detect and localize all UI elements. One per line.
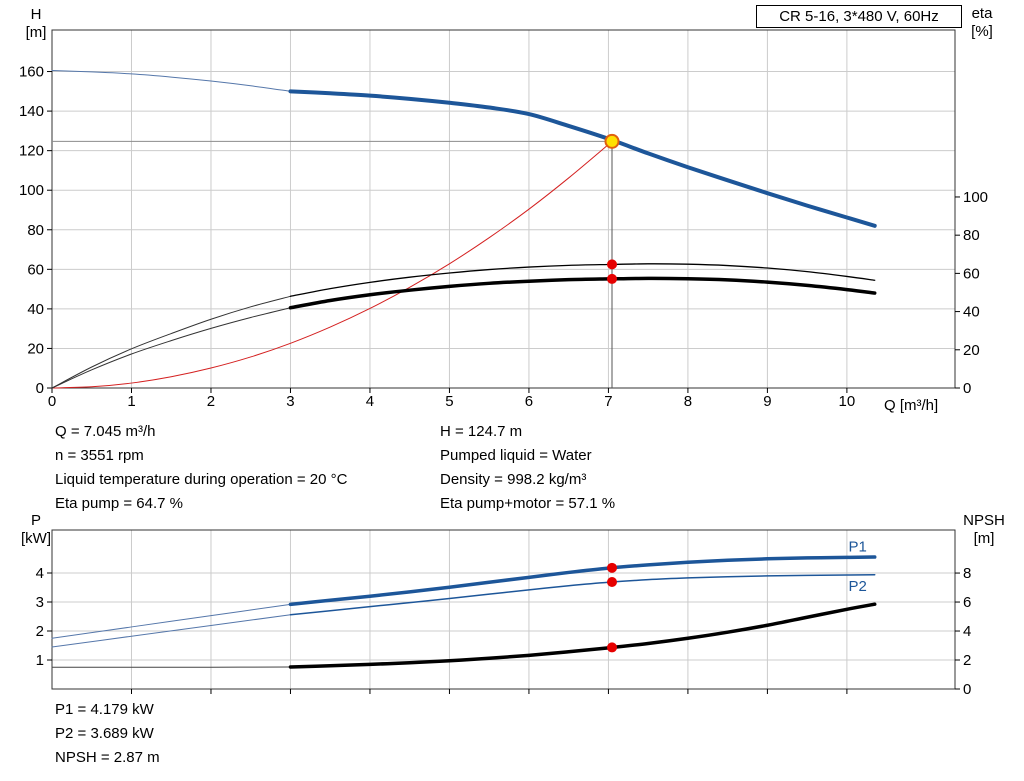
- x-tick-label: 2: [207, 393, 215, 410]
- info-line-liquid: Pumped liquid = Water: [440, 447, 592, 464]
- yr-tick-label: 0: [963, 681, 971, 698]
- yr-tick-label: 0: [963, 380, 971, 397]
- duty-info-left: Q = 7.045 m³/h n = 3551 rpm Liquid tempe…: [55, 420, 347, 516]
- eta-axis-title-symbol: eta: [971, 5, 993, 22]
- x-tick-label: 5: [445, 393, 453, 410]
- pump-model-box: CR 5-16, 3*480 V, 60Hz: [756, 5, 962, 28]
- yl-tick-label: 80: [27, 222, 44, 239]
- info-line-density: Density = 998.2 kg/m³: [440, 471, 587, 488]
- eta-pump-motor-point: [607, 273, 618, 284]
- yl-tick-label: 3: [36, 594, 44, 611]
- system-curve: [51, 140, 614, 389]
- power-info: P1 = 4.179 kW P2 = 3.689 kW NPSH = 2.87 …: [55, 698, 160, 770]
- h-axis-title: H [m]: [14, 6, 58, 42]
- info-line-eta-pump-motor: Eta pump+motor = 57.1 %: [440, 495, 616, 512]
- yl-tick-label: 0: [36, 380, 44, 397]
- h-axis-title-symbol: H: [30, 6, 42, 23]
- yr-tick-label: 80: [963, 227, 980, 244]
- yl-tick-label: 20: [27, 340, 44, 357]
- npsh-axis-title: NPSH [m]: [956, 512, 1012, 548]
- yr-tick-label: 100: [963, 189, 988, 206]
- eta-pump-curve: [289, 263, 876, 297]
- x-tick-label: 8: [684, 393, 692, 410]
- x-tick-label: 6: [525, 393, 533, 410]
- p2-point: [607, 577, 618, 588]
- p-axis-title-unit: [kW]: [21, 530, 51, 547]
- info-line-eta-pump: Eta pump = 64.7 %: [55, 495, 183, 512]
- x-tick-label: 7: [604, 393, 612, 410]
- pump-curve: [288, 89, 877, 228]
- yl-tick-label: 140: [19, 103, 44, 120]
- yl-tick-label: 100: [19, 182, 44, 199]
- p2-ext-curve: [51, 614, 291, 648]
- yl-tick-label: 60: [27, 261, 44, 278]
- eta-pump-point: [607, 259, 618, 270]
- info-line-head: H = 124.7 m: [440, 423, 523, 440]
- head-flow-eta-chart: 0 1 2 3 4 5 6 7 8 9 100204060801001201401600204060…: [19, 29, 988, 410]
- yr-tick-label: 6: [963, 594, 971, 611]
- yr-tick-label: 60: [963, 265, 980, 282]
- p1-point: [607, 562, 618, 573]
- p2-curve: [289, 574, 876, 616]
- info-line-p1: P1 = 4.179 kW: [55, 701, 154, 718]
- yr-tick-label: 4: [963, 623, 971, 640]
- power-npsh-chart: 1 2 3 4 0 2 4 6 8 P1 P2: [36, 529, 971, 698]
- eta-pump-ext-curve: [51, 295, 291, 389]
- p2-label: P2: [848, 578, 866, 595]
- x-tick-label: 3: [286, 393, 294, 410]
- q-axis-title: Q [m³/h]: [884, 397, 939, 414]
- info-line-p2: P2 = 3.689 kW: [55, 725, 154, 742]
- plot-border: [51, 29, 956, 389]
- x-tick-label: 9: [763, 393, 771, 410]
- yr-tick-label: 20: [963, 342, 980, 359]
- yl-tick-label: 1: [36, 652, 44, 669]
- npsh-point: [607, 642, 618, 653]
- yl-tick-label: 2: [36, 623, 44, 640]
- eta-pump-motor-curve: [288, 276, 877, 310]
- yl-tick-label: 40: [27, 301, 44, 318]
- p1-curve: [288, 555, 877, 607]
- info-line-q: Q = 7.045 m³/h: [55, 423, 156, 440]
- p-axis-title: P [kW]: [14, 512, 58, 548]
- p-axis-title-symbol: P: [30, 512, 41, 529]
- yl-tick-label: 4: [36, 565, 44, 582]
- npsh-axis-title-symbol: NPSH: [963, 512, 1005, 529]
- h-axis-title-unit: [m]: [25, 24, 47, 41]
- npsh-axis-title-unit: [m]: [973, 530, 995, 547]
- info-line-npsh: NPSH = 2.87 m: [55, 749, 160, 766]
- p1-ext-curve: [51, 603, 291, 639]
- npsh-curve: [288, 602, 877, 669]
- x-tick-label: 0: [48, 393, 56, 410]
- yr-tick-label: 8: [963, 565, 971, 582]
- eta-axis-title: eta [%]: [960, 5, 1004, 41]
- plot-border: [51, 529, 956, 690]
- eta-pump-motor-ext-curve: [51, 307, 291, 389]
- duty-point: [604, 133, 620, 149]
- yr-tick-label: 2: [963, 652, 971, 669]
- pump-curve-ext: [51, 70, 291, 92]
- x-tick-label: 10: [839, 393, 856, 410]
- yr-tick-label: 40: [963, 304, 980, 321]
- duty-info-right: H = 124.7 m Pumped liquid = Water Densit…: [440, 420, 615, 516]
- info-line-temperature: Liquid temperature during operation = 20…: [55, 471, 348, 488]
- x-tick-label: 1: [127, 393, 135, 410]
- eta-axis-title-unit: [%]: [971, 23, 993, 40]
- p1-label: P1: [848, 538, 866, 555]
- info-line-speed: n = 3551 rpm: [55, 447, 144, 464]
- yl-tick-label: 120: [19, 143, 44, 160]
- x-tick-label: 4: [366, 393, 374, 410]
- yl-tick-label: 160: [19, 64, 44, 81]
